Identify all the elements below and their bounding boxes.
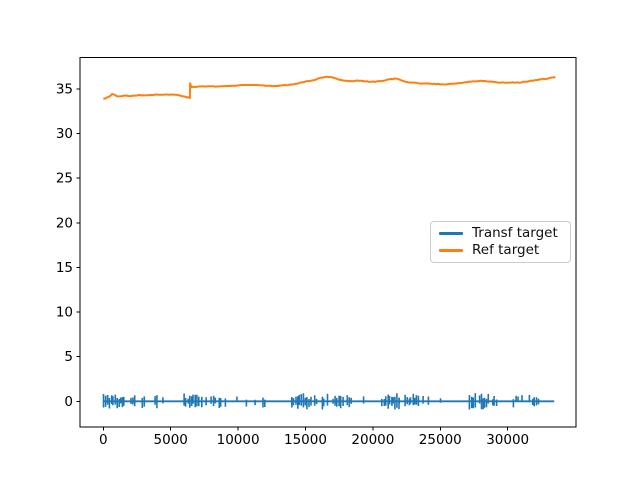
legend-entry-ref-target: Ref target: [439, 241, 562, 258]
x-tick-label: 30000: [486, 432, 529, 448]
series-transf-target: [102, 393, 555, 410]
y-tick-label: 25: [56, 171, 73, 187]
legend-line-sample-orange: [439, 248, 463, 252]
x-tick-label: 0: [99, 432, 108, 448]
x-tick-label: 25000: [419, 432, 462, 448]
y-axis: 0 5 10 15 20 25 30 35: [56, 81, 80, 410]
legend-entry-transf-target: Transf target: [439, 225, 562, 241]
legend: Transf target Ref target: [430, 221, 571, 263]
legend-line-sample-blue: [439, 232, 463, 236]
series-ref-target: [103, 75, 556, 100]
legend-label-ref-target: Ref target: [472, 241, 540, 258]
x-tick-label: 15000: [284, 432, 327, 448]
legend-label-transf-target: Transf target: [472, 225, 558, 241]
y-tick-label: 20: [56, 215, 73, 231]
x-tick-label: 5000: [154, 432, 188, 448]
y-tick-label: 15: [56, 260, 73, 276]
y-tick-label: 30: [56, 126, 73, 142]
y-tick-label: 35: [56, 81, 73, 97]
x-tick-label: 20000: [351, 432, 394, 448]
x-axis: 0 5000 10000 15000 20000 25000 30000: [99, 427, 529, 448]
y-tick-label: 5: [64, 349, 73, 365]
axes-spines: [79, 57, 577, 428]
x-tick-label: 10000: [217, 432, 260, 448]
y-tick-label: 10: [56, 305, 73, 321]
y-tick-label: 0: [64, 394, 73, 410]
